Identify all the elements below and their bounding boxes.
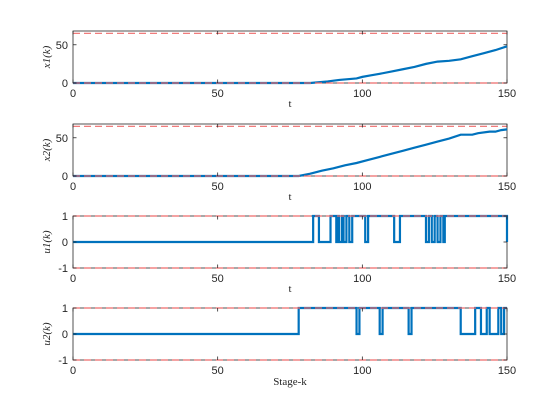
y-tick-label: -1 bbox=[58, 355, 68, 367]
series-line bbox=[73, 128, 508, 178]
y-tick-label: 50 bbox=[56, 40, 68, 52]
axes-box bbox=[72, 30, 508, 84]
y-axis-label: u1(k) bbox=[41, 230, 53, 254]
x-tick-label: 0 bbox=[70, 88, 76, 100]
x-tick-label: 0 bbox=[70, 365, 76, 377]
y-axis-label: x1(k) bbox=[41, 45, 53, 69]
x-tick-label: 150 bbox=[498, 273, 516, 285]
x-tick-label: 150 bbox=[498, 181, 516, 193]
y-axis-label: x2(k) bbox=[41, 138, 53, 162]
x-tick-label: 50 bbox=[212, 273, 224, 285]
series-line bbox=[73, 45, 508, 85]
x-tick-label: 100 bbox=[353, 181, 371, 193]
x-tick-label: 150 bbox=[498, 88, 516, 100]
y-tick-label: 0 bbox=[62, 78, 68, 90]
y-tick-label: 0 bbox=[62, 329, 68, 341]
x-tick-label: 50 bbox=[212, 88, 224, 100]
x-tick-label: 100 bbox=[353, 88, 371, 100]
y-axis-label: u2(k) bbox=[41, 322, 53, 346]
y-tick-label: -1 bbox=[58, 263, 68, 275]
y-tick-label: 1 bbox=[62, 211, 68, 223]
x-axis-label: t bbox=[288, 191, 291, 203]
x-axis-label: t bbox=[288, 283, 291, 295]
axes-box bbox=[72, 123, 508, 177]
y-tick-label: 0 bbox=[62, 171, 68, 183]
x-tick-label: 50 bbox=[212, 365, 224, 377]
x-tick-label: 0 bbox=[70, 181, 76, 193]
y-tick-label: 0 bbox=[62, 237, 68, 249]
y-tick-label: 50 bbox=[56, 133, 68, 145]
x-tick-label: 100 bbox=[353, 273, 371, 285]
x-tick-label: 100 bbox=[353, 365, 371, 377]
series-line bbox=[73, 306, 507, 336]
x-tick-label: 0 bbox=[70, 273, 76, 285]
series-line bbox=[73, 214, 509, 244]
x-axis-label: t bbox=[288, 98, 291, 110]
x-axis-label: Stage-k bbox=[273, 376, 307, 388]
x-tick-label: 150 bbox=[498, 365, 516, 377]
y-tick-label: 1 bbox=[62, 303, 68, 315]
x-tick-label: 50 bbox=[212, 181, 224, 193]
